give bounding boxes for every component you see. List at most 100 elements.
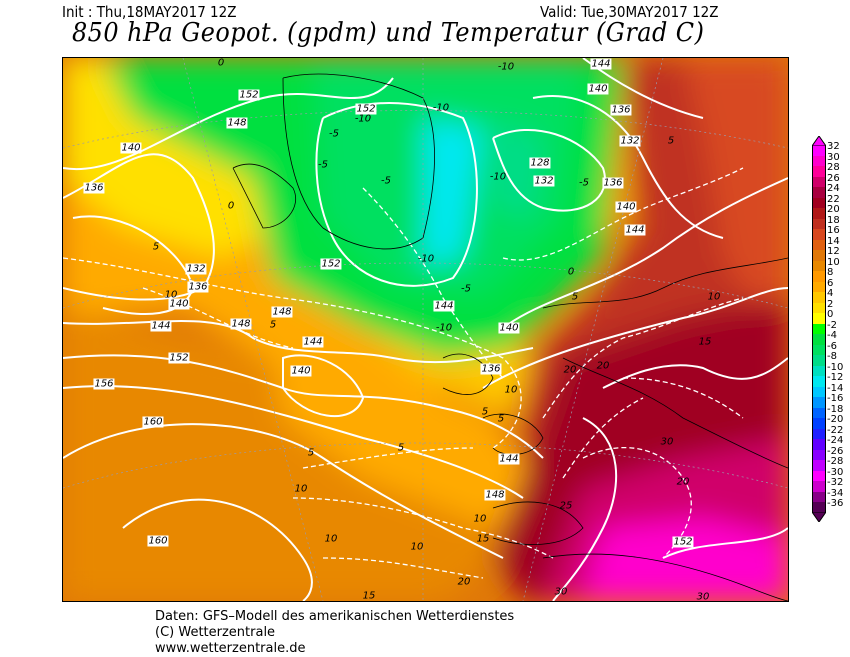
geopotential-label: 136 bbox=[480, 363, 502, 375]
temperature-label: -10 bbox=[432, 102, 450, 114]
legend-swatch bbox=[812, 334, 826, 345]
temperature-label: 30 bbox=[696, 591, 710, 602]
legend-label: -30 bbox=[827, 466, 844, 478]
legend-swatch bbox=[812, 166, 826, 177]
legend-label: -32 bbox=[827, 477, 844, 488]
legend-swatch bbox=[812, 197, 826, 208]
footer-url[interactable]: www.wetterzentrale.de bbox=[155, 641, 306, 656]
temperature-label: 25 bbox=[559, 500, 573, 512]
legend-swatch bbox=[812, 323, 826, 334]
legend-label: -16 bbox=[827, 393, 844, 404]
geopotential-label: 156 bbox=[93, 378, 115, 390]
temperature-label: 20 bbox=[457, 576, 471, 588]
temperature-field bbox=[63, 58, 788, 601]
geopotential-label: 140 bbox=[290, 365, 312, 377]
geopotential-label: 152 bbox=[238, 89, 260, 101]
legend-label: -28 bbox=[827, 456, 844, 467]
temperature-contours bbox=[63, 167, 744, 579]
temperature-legend: 32 30 28 26 24 22 20 18 16 14 12 10 8 6 4 2 0 -2 -4 -6 -8 -10… bbox=[812, 136, 843, 522]
legend-swatch bbox=[812, 376, 826, 387]
legend-label: -36 bbox=[827, 498, 844, 509]
legend-swatch bbox=[812, 229, 826, 240]
legend-swatch bbox=[812, 418, 826, 429]
geopotential-contours bbox=[63, 58, 788, 601]
temperature-label: 0 bbox=[217, 57, 225, 69]
legend-swatch bbox=[812, 239, 826, 250]
legend-swatch bbox=[812, 460, 826, 471]
geopotential-label: 140 bbox=[120, 142, 142, 154]
temperature-label: 5 bbox=[152, 241, 160, 253]
geopotential-label: 140 bbox=[587, 83, 609, 95]
legend-swatch bbox=[812, 355, 826, 366]
geopotential-label: 160 bbox=[142, 416, 164, 428]
temperature-label: 10 bbox=[707, 291, 721, 303]
temperature-label: 10 bbox=[164, 289, 178, 301]
coastlines bbox=[232, 73, 788, 601]
legend-label: 12 bbox=[827, 246, 840, 257]
geopotential-label: 144 bbox=[624, 224, 646, 236]
legend-label: -8 bbox=[827, 351, 837, 362]
legend-label: 14 bbox=[827, 235, 840, 247]
legend-label: 8 bbox=[827, 267, 834, 278]
legend-label: 2 bbox=[827, 298, 834, 310]
legend-swatch bbox=[812, 502, 826, 513]
temperature-label: 0 bbox=[567, 266, 575, 278]
legend-label: 16 bbox=[827, 225, 840, 236]
geopotential-label: 148 bbox=[230, 318, 252, 330]
legend-swatch bbox=[812, 481, 826, 492]
legend-swatch bbox=[812, 176, 826, 187]
legend-label: -18 bbox=[827, 403, 844, 415]
temperature-label: 10 bbox=[410, 541, 424, 553]
temperature-label: -10 bbox=[435, 322, 453, 334]
temperature-label: 15 bbox=[698, 336, 712, 348]
legend-swatch bbox=[812, 145, 826, 156]
legend-label: -12 bbox=[827, 372, 844, 383]
legend-swatch bbox=[812, 250, 826, 261]
legend-label: -26 bbox=[827, 445, 844, 457]
footer-source: Daten: GFS–Modell des amerikanischen Wet… bbox=[155, 609, 515, 624]
legend-swatch bbox=[812, 292, 826, 303]
legend-label: 26 bbox=[827, 172, 840, 184]
geopotential-label: 136 bbox=[83, 182, 105, 194]
temperature-label: -10 bbox=[489, 171, 507, 183]
legend-top-arrow bbox=[812, 136, 826, 146]
legend-label: -14 bbox=[827, 382, 844, 394]
temperature-label: 5 bbox=[307, 447, 315, 459]
legend-swatch bbox=[812, 365, 826, 376]
legend-swatch bbox=[812, 218, 826, 229]
geopotential-label: 132 bbox=[619, 135, 641, 147]
geopotential-label: 132 bbox=[185, 263, 207, 275]
geopotential-label: 136 bbox=[187, 281, 209, 293]
temperature-label: -10 bbox=[354, 113, 372, 125]
legend-label: 28 bbox=[827, 162, 840, 173]
temperature-label: -10 bbox=[497, 61, 515, 73]
legend-swatch bbox=[812, 428, 826, 439]
geopotential-label: 132 bbox=[533, 175, 555, 187]
legend-bottom-arrow bbox=[812, 511, 826, 522]
geopotential-label: 152 bbox=[168, 352, 190, 364]
legend-label: 30 bbox=[827, 151, 840, 163]
weather-map: 152 148 140 136 132 136 140 144 152 156 160 160 148 1… bbox=[62, 57, 789, 602]
legend-label: -2 bbox=[827, 319, 837, 331]
legend-label: 20 bbox=[827, 204, 840, 215]
temperature-label: 20 bbox=[563, 364, 577, 376]
footer-copyright: (C) Wetterzentrale bbox=[155, 625, 276, 640]
temperature-label: 15 bbox=[362, 590, 376, 602]
legend-swatch bbox=[812, 313, 826, 324]
legend-label: 22 bbox=[827, 193, 840, 205]
legend-label: 10 bbox=[827, 256, 840, 268]
legend-label: -6 bbox=[827, 340, 837, 352]
temperature-label: -5 bbox=[461, 283, 471, 295]
geopotential-label: 148 bbox=[484, 489, 506, 501]
init-time: Init : Thu,18MAY2017 12Z bbox=[62, 3, 237, 21]
temperature-label: 20 bbox=[676, 476, 690, 488]
geopotential-label: 160 bbox=[147, 535, 169, 547]
legend-swatch bbox=[812, 271, 826, 282]
legend-label: 24 bbox=[827, 183, 840, 194]
legend-label: -10 bbox=[827, 361, 844, 373]
legend-swatch bbox=[812, 260, 826, 271]
geopotential-label: 136 bbox=[602, 177, 624, 189]
geopotential-label: 148 bbox=[226, 117, 248, 129]
temperature-label: 10 bbox=[504, 384, 518, 396]
legend-label: 6 bbox=[827, 277, 834, 289]
